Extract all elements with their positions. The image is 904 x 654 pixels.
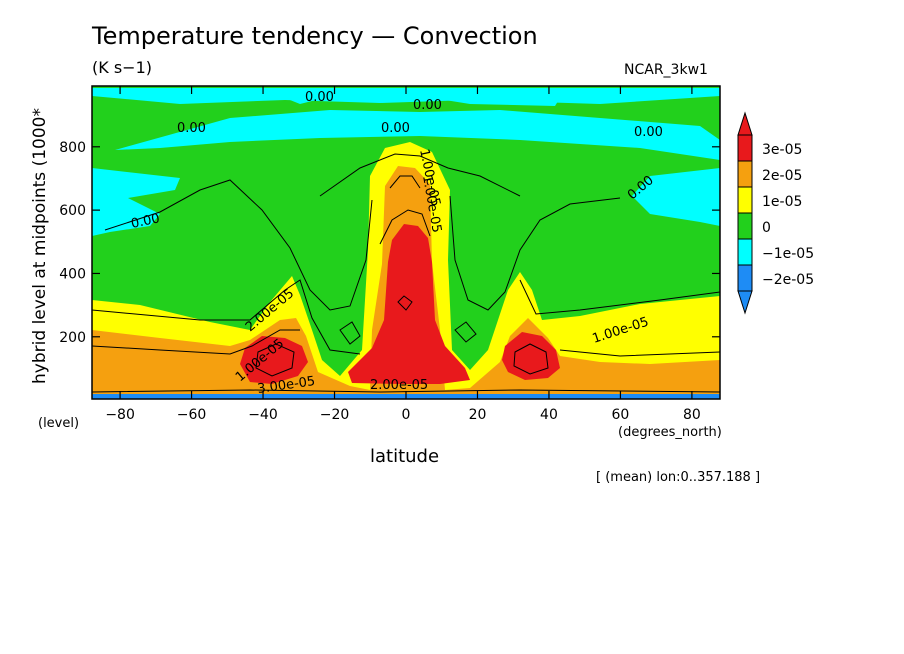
x-tick-label: −40 xyxy=(248,407,278,423)
contour-line xyxy=(454,321,477,343)
colorbar-label: 3e-05 xyxy=(762,142,802,158)
contour-line xyxy=(397,295,413,311)
contour-label: 0.00 xyxy=(305,90,334,105)
contour-line xyxy=(559,349,720,357)
fill-band-neg1e5 xyxy=(92,168,180,236)
contour-label: 0.00 xyxy=(177,121,206,136)
contour-line xyxy=(104,179,373,311)
y-tick-label: 800 xyxy=(59,140,86,156)
plot-area xyxy=(92,86,720,399)
y-tick-label: 600 xyxy=(59,203,86,219)
fill-band-neg1e5 xyxy=(632,168,720,226)
contour-line xyxy=(255,343,295,377)
fill-band-3e5 xyxy=(240,336,308,384)
x-tick-label: −60 xyxy=(177,407,207,423)
colorbar-top-triangle xyxy=(737,111,753,136)
contour-label: 0.00 xyxy=(413,98,442,113)
fill-band-neg1e5 xyxy=(290,94,560,106)
x-axis: −80 −60 −40 −20 0 20 40 60 80 xyxy=(105,86,701,423)
chart-units: (K s−1) xyxy=(92,58,152,77)
colorbar-swatch xyxy=(737,134,753,162)
y-tick-label: 200 xyxy=(59,330,86,346)
colorbar-label: 1e-05 xyxy=(762,194,802,210)
contour-label: 0.00 xyxy=(381,121,410,136)
x-tick-label: 0 xyxy=(402,407,411,423)
x-tick-label: −20 xyxy=(320,407,350,423)
contour-line xyxy=(379,209,431,245)
colorbar-swatch xyxy=(737,264,753,292)
y-axis: 200 400 600 800 xyxy=(59,140,720,346)
x-unit-label: (degrees_north) xyxy=(618,425,722,440)
fill-band-3e5 xyxy=(348,224,470,384)
contour-line xyxy=(513,343,549,375)
fill-band-3e5 xyxy=(502,332,560,380)
fill-band-neg1e5 xyxy=(115,110,720,160)
contour-line xyxy=(92,389,720,393)
colorbar-bottom-triangle xyxy=(737,290,753,315)
x-axis-label: latitude xyxy=(370,446,440,467)
colorbar-label: −1e-05 xyxy=(762,246,814,262)
contour-line xyxy=(92,279,361,355)
y-tick-label: 400 xyxy=(59,266,86,282)
colorbar: 3e-05 2e-05 1e-05 0 −1e-05 −2e-05 xyxy=(737,111,814,315)
colorbar-swatch xyxy=(737,186,753,214)
x-tick-label: 40 xyxy=(540,407,558,423)
contour-label: 2.00e-05 xyxy=(370,378,428,393)
colorbar-swatch xyxy=(737,212,753,240)
colorbar-swatch xyxy=(737,160,753,188)
contour-label: 0.00 xyxy=(634,125,663,140)
contour-line xyxy=(389,175,421,189)
model-name: NCAR_3kw1 xyxy=(624,62,708,78)
contour-line xyxy=(339,321,361,345)
contour-line xyxy=(319,153,521,197)
contour-line xyxy=(449,195,621,311)
mean-note: [ (mean) lon:0..357.188 ] xyxy=(596,470,761,485)
contour-line xyxy=(519,279,720,315)
colorbar-label: −2e-05 xyxy=(762,272,814,288)
contour-line xyxy=(92,329,300,355)
y-unit-label: (level) xyxy=(38,416,80,431)
colorbar-label: 2e-05 xyxy=(762,168,802,184)
contour-label: 0.00 xyxy=(130,211,161,232)
x-tick-label: 80 xyxy=(683,407,701,423)
x-tick-label: 60 xyxy=(612,407,630,423)
chart-title: Temperature tendency — Convection xyxy=(92,22,538,50)
colorbar-swatch xyxy=(737,238,753,266)
x-tick-label: 20 xyxy=(469,407,487,423)
x-tick-label: −80 xyxy=(105,407,135,423)
colorbar-label: 0 xyxy=(762,220,771,236)
